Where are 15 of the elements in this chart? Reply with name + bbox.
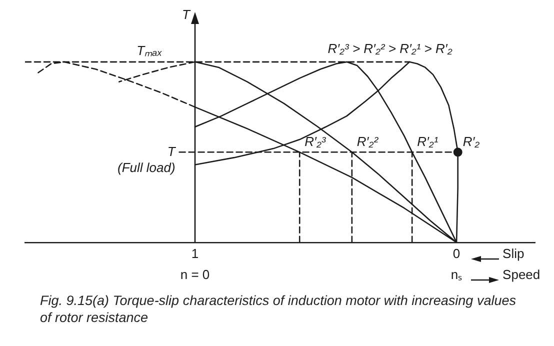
series-label: R′₂¹ bbox=[417, 134, 439, 150]
x-tick-label: 1 bbox=[191, 246, 199, 261]
annotation: T (Full load) bbox=[118, 144, 176, 175]
x-axis-title: Slip bbox=[502, 246, 524, 261]
y-axis-title: T bbox=[182, 7, 192, 22]
x-tick-label: 0 bbox=[452, 246, 460, 261]
annotation: Tₘₐₓ bbox=[136, 43, 162, 58]
text: R′₂³ > R′₂² > R′₂¹ > R′₂ bbox=[328, 41, 452, 56]
text: nₛ bbox=[450, 266, 462, 282]
series-label: R′₂² bbox=[356, 134, 379, 150]
text: Speed bbox=[502, 266, 540, 282]
text: n = 0 bbox=[180, 266, 210, 282]
series-label: R′₂ bbox=[462, 134, 480, 150]
text: Fig. 9.15(a) Torque-slip characteristics of induction motor with increasing values of rotor resistance bbox=[40, 292, 517, 326]
series-label: R′₂³ bbox=[304, 134, 326, 150]
